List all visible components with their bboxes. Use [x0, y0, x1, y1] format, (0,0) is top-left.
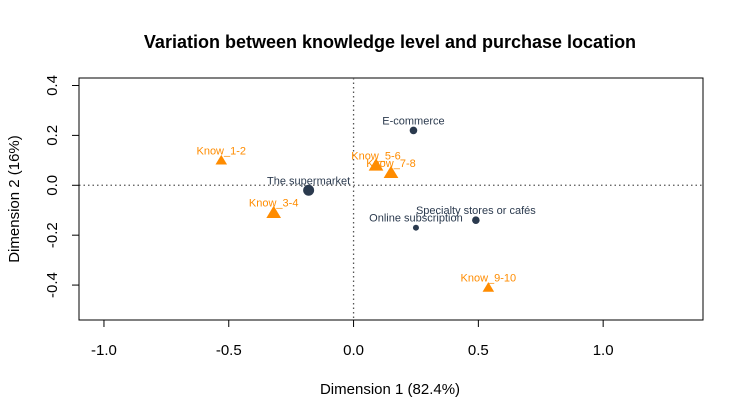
data-point	[303, 184, 315, 196]
x-tick-label: 1.0	[593, 342, 614, 359]
data-label: Specialty stores or cafés	[416, 205, 536, 217]
data-point	[266, 205, 282, 218]
y-tick-label: 0.4	[44, 75, 61, 96]
plot-area: -1.0 -0.5 0.0 0.5 1.0 -0.4 -0.2 0.0 0.2 0.4 E-comm…	[44, 75, 704, 359]
plot-frame	[78, 77, 704, 321]
y-tick-label: 0.0	[44, 175, 61, 196]
x-tick-label: -1.0	[91, 342, 117, 359]
data-label: Online subscription	[369, 213, 463, 225]
data-label: Know_1-2	[196, 145, 246, 157]
data-label: Know_5-6	[351, 150, 401, 162]
data-label: Know_7-8	[366, 158, 416, 170]
data-point	[482, 282, 495, 292]
data-point	[409, 126, 418, 135]
data-label: E-commerce	[382, 115, 444, 127]
data-point	[383, 165, 399, 179]
y-tick-label: 0.2	[44, 125, 61, 146]
y-axis-title: Dimension 2 (16%)	[6, 135, 23, 263]
data-label: Know_3-4	[249, 198, 299, 210]
x-tick-label: 0.0	[343, 342, 364, 359]
x-tick-label: 0.5	[468, 342, 489, 359]
x-tick-label: -0.5	[216, 342, 242, 359]
chart-title: Variation between knowledge level and pu…	[144, 32, 636, 52]
y-tick-label: -0.4	[44, 272, 61, 298]
data-point	[472, 216, 480, 225]
data-point	[215, 154, 228, 165]
y-tick-label: -0.2	[44, 222, 61, 248]
data-point	[368, 158, 384, 171]
data-label: Know_9-10	[461, 273, 517, 285]
data-point	[412, 224, 419, 231]
x-axis-title: Dimension 1 (82.4%)	[320, 381, 460, 398]
data-label: The supermarket	[267, 175, 350, 187]
